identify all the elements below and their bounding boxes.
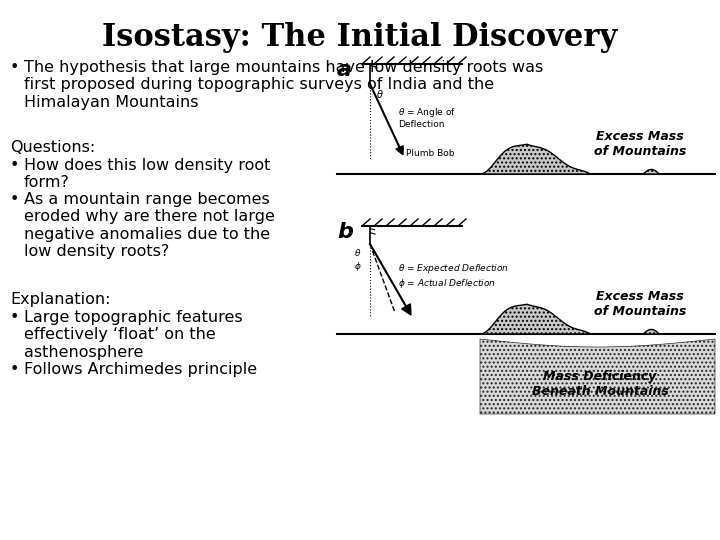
Text: Explanation:: Explanation:: [10, 292, 110, 307]
Text: •: •: [10, 192, 19, 207]
Text: Plumb Bob: Plumb Bob: [405, 150, 454, 158]
Text: Large topographic features
effectively ‘float’ on the
asthenosphere: Large topographic features effectively ‘…: [24, 310, 243, 360]
Text: •: •: [10, 60, 19, 75]
Polygon shape: [402, 304, 411, 315]
Text: $\theta$ = Expected Deflection
$\phi$ = Actual Deflection: $\theta$ = Expected Deflection $\phi$ = …: [398, 262, 509, 290]
Text: Follows Archimedes principle: Follows Archimedes principle: [24, 362, 257, 377]
Text: $\theta$: $\theta$: [376, 88, 384, 100]
Text: Excess Mass
of Mountains: Excess Mass of Mountains: [594, 130, 686, 158]
Text: •: •: [10, 158, 19, 173]
Text: a: a: [337, 60, 352, 80]
Text: Isostasy: The Initial Discovery: Isostasy: The Initial Discovery: [102, 22, 618, 53]
Text: Excess Mass
of Mountains: Excess Mass of Mountains: [594, 290, 686, 318]
Text: •: •: [10, 362, 19, 377]
Polygon shape: [480, 144, 715, 174]
Text: •: •: [10, 310, 19, 325]
Text: How does this low density root
form?: How does this low density root form?: [24, 158, 271, 191]
Polygon shape: [480, 339, 715, 414]
Text: $\theta$ = Angle of
Deflection: $\theta$ = Angle of Deflection: [398, 106, 456, 130]
Text: The hypothesis that large mountains have low density roots was
first proposed du: The hypothesis that large mountains have…: [24, 60, 544, 110]
Polygon shape: [396, 146, 403, 154]
Text: Mass Deficiency
Beneath Mountains: Mass Deficiency Beneath Mountains: [531, 370, 668, 398]
Polygon shape: [480, 305, 715, 334]
Text: b: b: [337, 222, 353, 242]
Text: Questions:: Questions:: [10, 140, 95, 155]
Text: As a mountain range becomes
eroded why are there not large
negative anomalies du: As a mountain range becomes eroded why a…: [24, 192, 275, 259]
Text: $\theta$: $\theta$: [354, 247, 361, 258]
Text: $\phi$: $\phi$: [354, 260, 361, 273]
